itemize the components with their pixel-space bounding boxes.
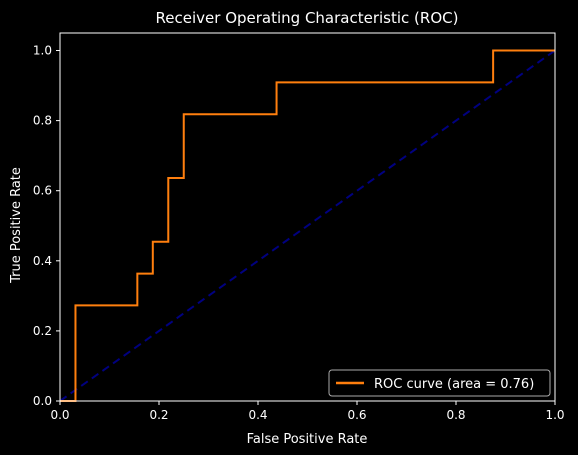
x-tick-label: 0.0 [50, 408, 69, 422]
y-tick-label: 0.4 [33, 254, 52, 268]
y-tick-label: 0.2 [33, 324, 52, 338]
chart-title: Receiver Operating Characteristic (ROC) [156, 9, 459, 27]
legend: ROC curve (area = 0.76) [328, 369, 551, 397]
y-tick-label: 0.0 [33, 394, 52, 408]
x-tick-label: 1.0 [545, 408, 564, 422]
roc-curve-line [60, 49, 555, 402]
chance-line [59, 49, 556, 402]
legend-box [328, 369, 551, 397]
series-layer [59, 49, 556, 402]
x-tick-label: 0.8 [446, 408, 465, 422]
y-tick-label: 0.6 [33, 184, 52, 198]
x-tick-label: 0.4 [248, 408, 267, 422]
y-tick-label: 1.0 [33, 44, 52, 58]
plot-frame [59, 32, 556, 402]
x-tick-label: 0.6 [347, 408, 366, 422]
x-axis-label: False Positive Rate [247, 432, 368, 447]
y-axis-label: True Positive Rate [9, 167, 24, 284]
x-tick-label: 0.2 [149, 408, 168, 422]
legend-label-roc: ROC curve (area = 0.76) [374, 377, 534, 392]
ticks-layer: 0.0 0.2 0.4 0.6 0.8 1.0 0.0 0.2 0.4 0.6 0.8 1.0 [33, 44, 565, 422]
y-tick-label: 0.8 [33, 114, 52, 128]
